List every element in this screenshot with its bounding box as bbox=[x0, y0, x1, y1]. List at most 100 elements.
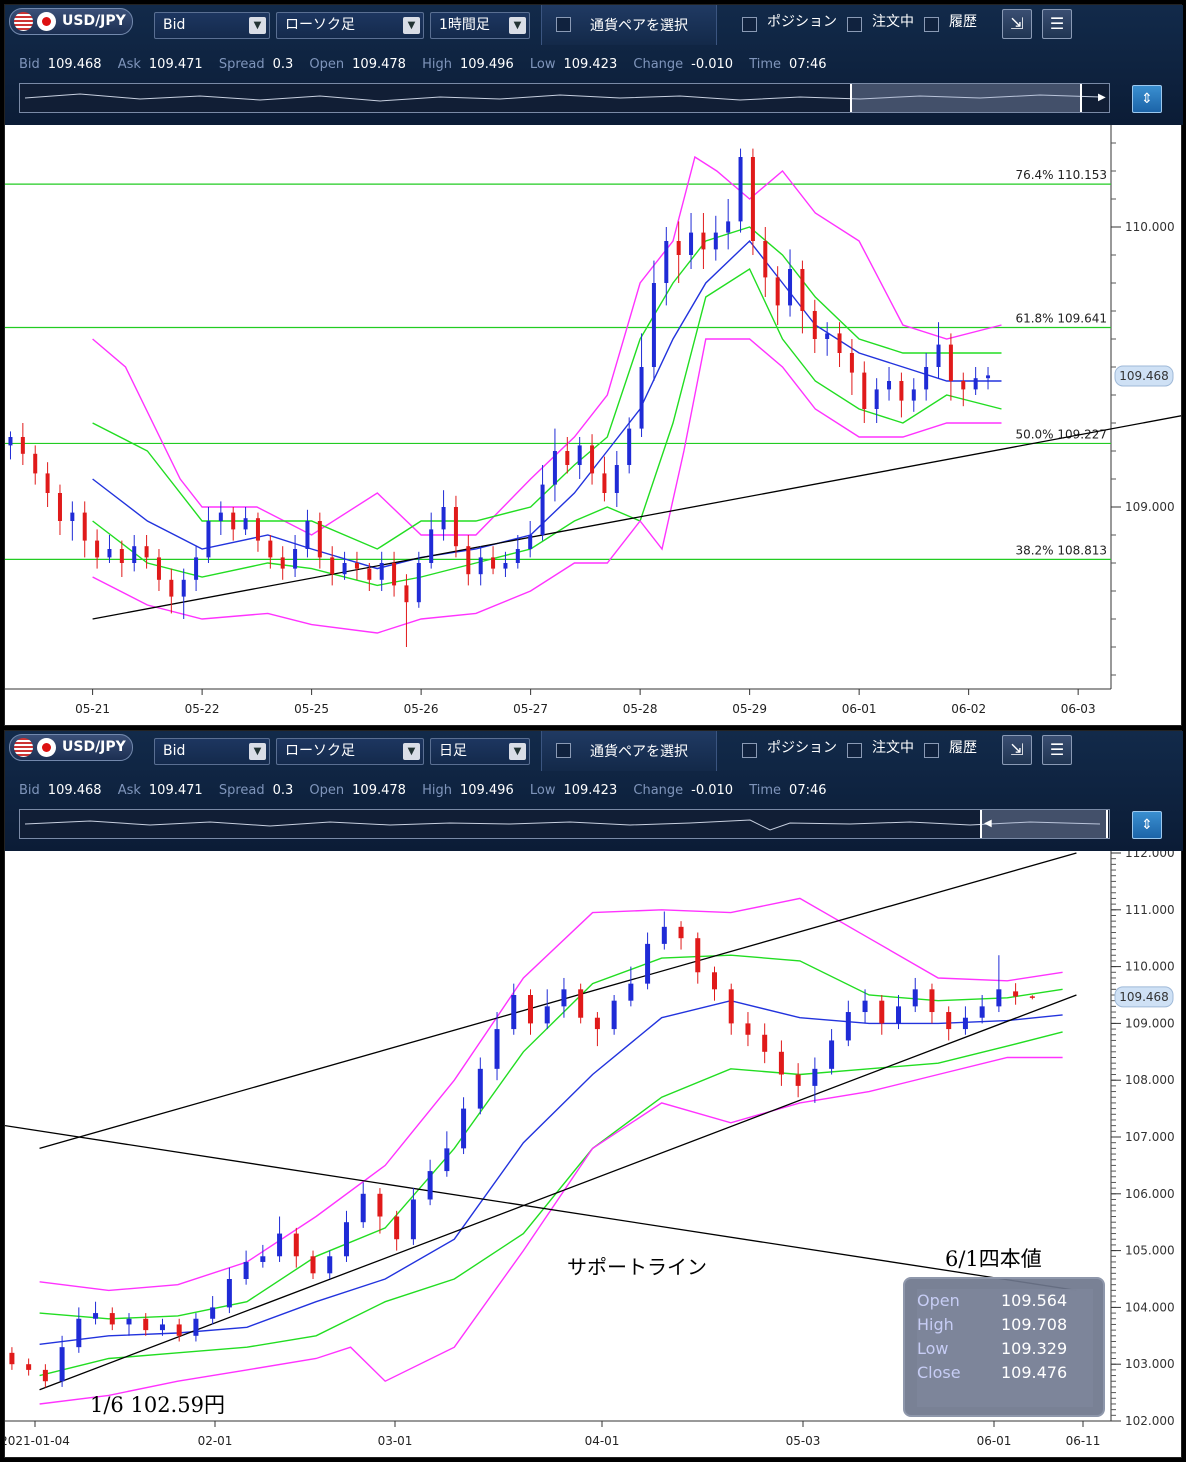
timeframe-select[interactable]: 日足 ▼ bbox=[430, 738, 530, 765]
layout-icon[interactable]: ☰ bbox=[1042, 735, 1072, 765]
candle-body bbox=[327, 1256, 333, 1274]
candle-body bbox=[726, 221, 731, 233]
price-type-select[interactable]: Bid ▼ bbox=[154, 12, 270, 39]
candle-body bbox=[379, 563, 384, 580]
orders-checkbox[interactable] bbox=[847, 17, 862, 32]
candle-body bbox=[453, 507, 458, 547]
price-tick-label: 102.000 bbox=[1125, 1414, 1175, 1428]
autoscale-icon[interactable]: ⇕ bbox=[1132, 85, 1162, 113]
candle-body bbox=[243, 1261, 249, 1279]
navigator-right-arrow-icon[interactable]: ▶ bbox=[1098, 92, 1106, 103]
ohlc-box: Open 109.564 High 109.708 Low 109.329 Close… bbox=[903, 1277, 1105, 1417]
candle-body bbox=[156, 557, 161, 580]
chevron-down-icon: ▼ bbox=[403, 743, 420, 760]
ask-label: Ask bbox=[117, 783, 141, 798]
currency-pair-selector[interactable]: USD/JPY bbox=[9, 734, 133, 761]
chart-type-select[interactable]: ローソク足 ▼ bbox=[276, 738, 424, 765]
chevron-down-icon: ▼ bbox=[509, 17, 526, 34]
history-checkbox[interactable] bbox=[924, 743, 939, 758]
candle-body bbox=[461, 1108, 467, 1149]
navigator-scrollbar[interactable]: ◀ bbox=[19, 809, 1110, 839]
price-type-value: Bid bbox=[163, 17, 186, 33]
candle-body bbox=[416, 563, 421, 603]
export-icon[interactable]: ⇲ bbox=[1002, 9, 1032, 39]
change-label: Change bbox=[633, 783, 684, 798]
candle-body bbox=[645, 943, 651, 984]
timeframe-select[interactable]: 1時間足 ▼ bbox=[430, 12, 530, 39]
chart-type-value: ローソク足 bbox=[285, 17, 355, 33]
spread-value: 0.3 bbox=[272, 57, 294, 72]
navigator-window[interactable] bbox=[850, 84, 1082, 112]
candle-body bbox=[478, 557, 483, 575]
candle-body bbox=[277, 1233, 283, 1257]
navigator-window[interactable] bbox=[980, 810, 1108, 838]
high-label: High bbox=[422, 57, 452, 72]
candle-body bbox=[466, 546, 471, 575]
candle-body bbox=[561, 989, 567, 1007]
time-tick-label: 02-01 bbox=[198, 1434, 233, 1448]
spread-label: Spread bbox=[218, 783, 265, 798]
select-pair-button[interactable]: 通貨ペアを選択 bbox=[541, 731, 717, 771]
hourly-chart: 109.000 110.000 05-21 05-22 05-25 05-26 05-27 0… bbox=[5, 125, 1181, 725]
candle-body bbox=[26, 1364, 32, 1370]
price-tick-label: 110.000 bbox=[1125, 960, 1175, 974]
select-pair-checkbox[interactable] bbox=[556, 743, 571, 758]
candle-body bbox=[874, 389, 879, 409]
candle-body bbox=[144, 546, 149, 558]
time-tick-label: 03-01 bbox=[378, 1434, 413, 1448]
layout-icon[interactable]: ☰ bbox=[1042, 9, 1072, 39]
candle-body bbox=[527, 995, 533, 1024]
price-type-select[interactable]: Bid ▼ bbox=[154, 738, 270, 765]
history-label: 履歴 bbox=[949, 14, 977, 30]
ohlc-row-close: Close 109.476 bbox=[917, 1361, 1087, 1385]
candle-body bbox=[243, 518, 248, 530]
position-checkbox[interactable] bbox=[742, 17, 757, 32]
time-tick-label: 04-01 bbox=[585, 1434, 620, 1448]
navigator-left-arrow-icon[interactable]: ◀ bbox=[984, 818, 992, 829]
currency-pair-selector[interactable]: USD/JPY bbox=[9, 8, 133, 35]
candle-body bbox=[701, 232, 706, 250]
price-tick-label: 106.000 bbox=[1125, 1187, 1175, 1201]
trendline-upper-channel bbox=[39, 852, 1077, 1149]
candle-body bbox=[825, 333, 830, 339]
candle-body bbox=[392, 563, 397, 586]
ohlc-value: 109.476 bbox=[1001, 1363, 1068, 1382]
open-value: 109.478 bbox=[352, 57, 406, 72]
candle-body bbox=[664, 241, 669, 283]
fibonacci-level-label: 76.4% 110.153 bbox=[1015, 168, 1107, 182]
time-tick-label: 06-11 bbox=[1066, 1434, 1101, 1448]
price-type-value: Bid bbox=[163, 743, 186, 759]
candle-body bbox=[515, 549, 520, 563]
export-icon[interactable]: ⇲ bbox=[1002, 735, 1032, 765]
trendline-trend bbox=[92, 415, 1181, 620]
candle-body bbox=[143, 1318, 149, 1331]
ohlc-key: High bbox=[917, 1315, 954, 1334]
candle-body bbox=[93, 1313, 99, 1319]
jp-flag-icon bbox=[37, 12, 56, 31]
chart-type-select[interactable]: ローソク足 ▼ bbox=[276, 12, 424, 39]
open-value: 109.478 bbox=[352, 783, 406, 798]
candle-body bbox=[924, 367, 929, 390]
candle-body bbox=[750, 157, 755, 241]
history-checkbox[interactable] bbox=[924, 17, 939, 32]
change-value: -0.010 bbox=[691, 57, 734, 72]
ohlc-key: Open bbox=[917, 1291, 960, 1310]
autoscale-icon[interactable]: ⇕ bbox=[1132, 811, 1162, 839]
chevron-down-icon: ▼ bbox=[249, 17, 266, 34]
candle-body bbox=[1013, 991, 1019, 997]
chevron-down-icon: ▼ bbox=[249, 743, 266, 760]
current-price-label: 109.468 bbox=[1119, 990, 1169, 1004]
candle-body bbox=[193, 1318, 199, 1336]
high-value: 109.496 bbox=[459, 57, 514, 72]
position-checkbox[interactable] bbox=[742, 743, 757, 758]
select-pair-checkbox[interactable] bbox=[556, 17, 571, 32]
candle-body bbox=[887, 381, 892, 390]
orders-label: 注文中 bbox=[872, 740, 914, 756]
navigator-scrollbar[interactable]: ▶ bbox=[19, 83, 1110, 113]
orders-checkbox[interactable] bbox=[847, 743, 862, 758]
support-line-label: サポートライン bbox=[567, 1255, 707, 1279]
candle-body bbox=[778, 1051, 784, 1075]
select-pair-button[interactable]: 通貨ペアを選択 bbox=[541, 5, 717, 45]
candle-body bbox=[912, 989, 918, 1007]
candle-body bbox=[829, 1040, 835, 1069]
